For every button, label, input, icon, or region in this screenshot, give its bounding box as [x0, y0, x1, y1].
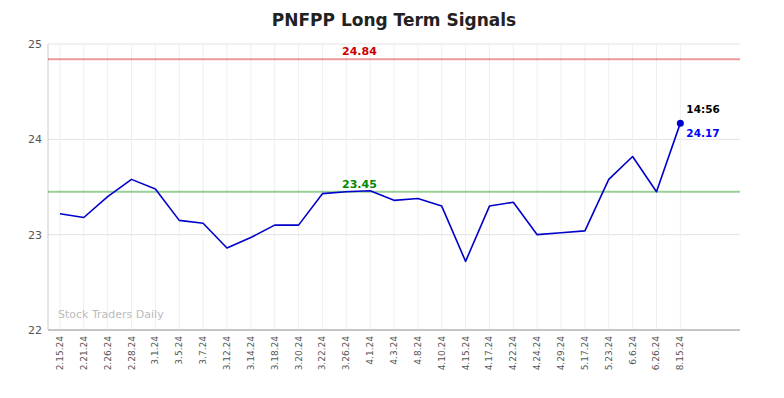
x-tick-label: 3.20.24 — [294, 336, 304, 371]
time-label: 14:56 — [686, 103, 719, 115]
grid-line — [656, 44, 657, 330]
y-tick-label: 24 — [28, 133, 42, 146]
watermark: Stock Traders Daily — [58, 308, 164, 321]
reference-line — [48, 191, 740, 193]
y-axis — [48, 44, 49, 330]
grid-line — [298, 44, 299, 330]
x-tick-label: 3.1.24 — [150, 336, 160, 365]
chart: PNFPP Long Term Signals 22 23 24 25 2.15.24 2.… — [0, 0, 784, 398]
reference-label: 23.45 — [342, 178, 377, 191]
grid-line — [489, 44, 490, 330]
x-tick-label: 2.26.24 — [103, 336, 113, 371]
x-tick-label: 2.21.24 — [79, 336, 89, 371]
plot-area — [48, 59, 740, 261]
grid-line — [48, 330, 740, 331]
grid-line — [322, 44, 323, 330]
grid-line — [226, 44, 227, 330]
y-tick-label: 25 — [28, 38, 42, 51]
grid-line — [107, 44, 108, 330]
x-tick-label: 5.17.24 — [580, 336, 590, 371]
x-tick-label: 3.5.24 — [174, 336, 184, 365]
grid-line — [179, 44, 180, 330]
grid-line — [83, 44, 84, 330]
x-tick-label: 2.15.24 — [55, 336, 65, 371]
grid-line — [394, 44, 395, 330]
grid-line — [608, 44, 609, 330]
grid-line — [632, 44, 633, 330]
x-tick-label: 4.22.24 — [508, 336, 518, 371]
x-tick-label: 5.23.24 — [604, 336, 614, 371]
grid-line — [537, 44, 538, 330]
x-tick-label: 6.6.24 — [628, 336, 638, 365]
x-tick-label: 4.1.24 — [365, 336, 375, 365]
grid-line — [561, 44, 562, 330]
grid-line — [203, 44, 204, 330]
x-tick-label: 2.28.24 — [127, 336, 137, 371]
last-point — [677, 120, 684, 127]
reference-label: 24.84 — [342, 45, 377, 58]
background — [0, 0, 784, 398]
price-label: 24.17 — [686, 127, 719, 139]
grid-line — [250, 44, 251, 330]
x-tick-label: 4.3.24 — [389, 336, 399, 365]
x-tick-label: 3.22.24 — [317, 336, 327, 371]
reference-line — [48, 58, 740, 60]
x-tick-label: 3.7.24 — [198, 336, 208, 365]
y-tick-label: 23 — [28, 229, 42, 242]
x-tick-label: 3.12.24 — [222, 336, 232, 371]
x-tick-label: 4.24.24 — [532, 336, 542, 371]
x-tick-label: 3.18.24 — [270, 336, 280, 371]
price-line — [60, 123, 680, 261]
grid-line — [680, 44, 681, 330]
x-tick-label: 3.26.24 — [341, 336, 351, 371]
x-tick-label: 3.14.24 — [246, 336, 256, 371]
x-tick-label: 4.29.24 — [556, 336, 566, 371]
x-tick-label: 6.26.24 — [651, 336, 661, 371]
grid-line — [465, 44, 466, 330]
grid-line — [131, 44, 132, 330]
grid-line — [59, 44, 60, 330]
grid-line — [417, 44, 418, 330]
grid-line — [155, 44, 156, 330]
y-tick-label: 22 — [28, 324, 42, 337]
x-tick-label: 4.8.24 — [413, 336, 423, 365]
grid-line — [441, 44, 442, 330]
title: PNFPP Long Term Signals — [272, 10, 516, 30]
grid-line — [584, 44, 585, 330]
grid-line — [513, 44, 514, 330]
grid-line — [274, 44, 275, 330]
x-tick-label: 8.15.24 — [675, 336, 685, 371]
x-tick-label: 4.17.24 — [484, 336, 494, 371]
x-axis — [48, 330, 740, 331]
grid — [48, 44, 740, 330]
x-tick-label: 4.15.24 — [461, 336, 471, 371]
x-tick-label: 4.10.24 — [437, 336, 447, 371]
